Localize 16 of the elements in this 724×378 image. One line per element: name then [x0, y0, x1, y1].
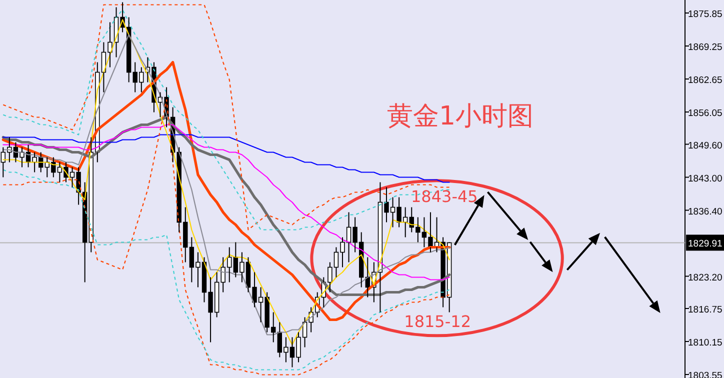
- y-tick-label: 1816.75: [688, 304, 722, 316]
- ref-line-label: 1829.91: [688, 238, 722, 250]
- y-tick-label: 1823.20: [688, 272, 722, 284]
- y-tick-label: 1869.25: [688, 42, 722, 53]
- y-tick-label: 1856.05: [688, 108, 722, 119]
- line-series: [2, 134, 450, 183]
- y-tick-label: 1843.00: [688, 173, 722, 184]
- title: 黄金1小时图: [387, 102, 534, 132]
- annotation: 1815-12: [404, 312, 471, 331]
- y-tick-label: 1862.65: [688, 75, 722, 86]
- y-tick-label: 1875.85: [688, 9, 722, 20]
- annotation: 1843-45: [411, 187, 478, 206]
- y-tick-label: 1849.60: [688, 140, 722, 152]
- y-tick-label: 1810.15: [688, 338, 722, 348]
- ref-label: 1829.91: [686, 234, 724, 251]
- y-tick-label: 1836.40: [688, 206, 722, 218]
